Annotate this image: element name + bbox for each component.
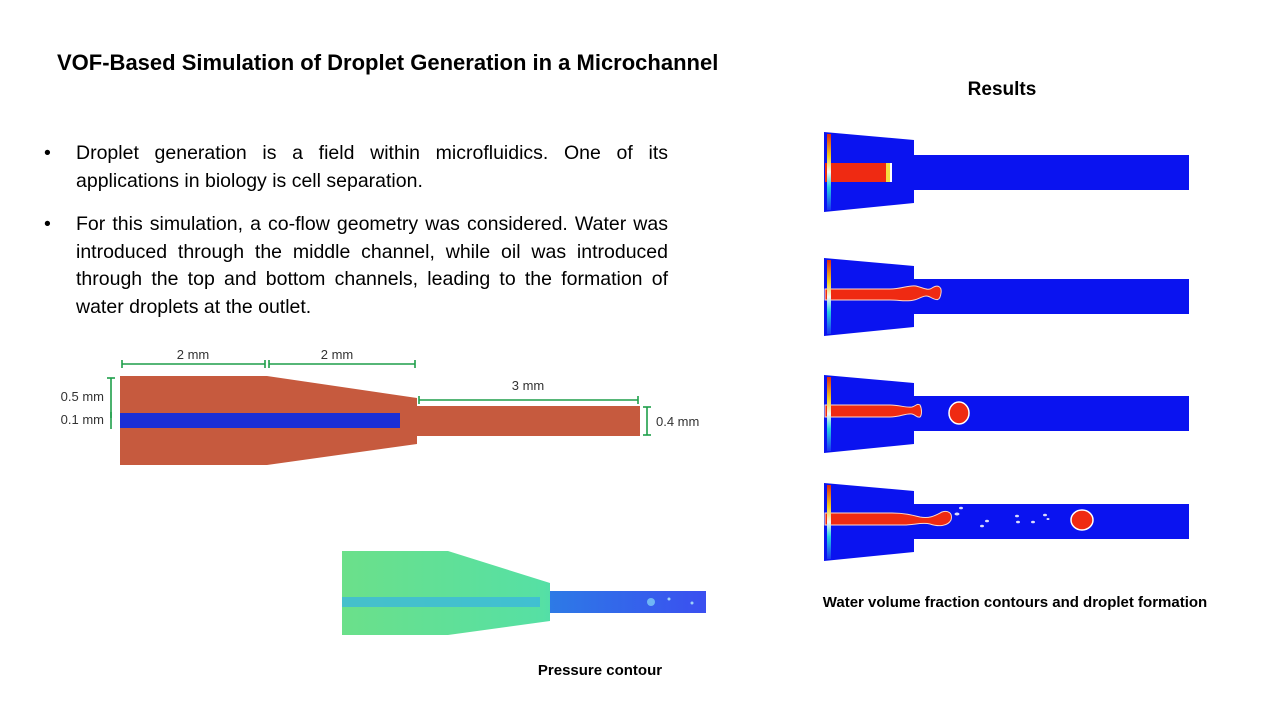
results-frames <box>824 132 1189 561</box>
result-colorbar <box>827 134 831 210</box>
dim-label-half-height: 0.5 mm <box>61 389 104 404</box>
dim-label-inner-channel: 0.1 mm <box>61 412 104 427</box>
pressure-caption: Pressure contour <box>537 662 663 679</box>
pressure-outlet <box>550 591 706 613</box>
bullet-icon: • <box>44 142 51 164</box>
result-frame-3 <box>824 375 1189 453</box>
geometry-schematic: 2 mm 2 mm 3 mm 0.5 mm 0.1 mm 0.4 mm <box>61 347 699 465</box>
dim-label-outlet-height: 0.4 mm <box>656 414 699 429</box>
bullet-text: Droplet generation is a field within mic… <box>76 142 668 192</box>
dim-label-outlet-length: 3 mm <box>512 378 545 393</box>
result-colorbar <box>827 485 831 559</box>
dim-label-inlet-length: 2 mm <box>177 347 210 362</box>
pressure-inner-channel <box>342 597 540 607</box>
pressure-field <box>342 551 706 635</box>
pressure-droplet <box>647 598 655 606</box>
result-colorbar <box>827 377 831 451</box>
result-frame-4 <box>824 483 1189 561</box>
dim-label-taper-length: 2 mm <box>321 347 354 362</box>
pressure-droplet <box>690 601 694 605</box>
pressure-contour-image <box>342 551 706 635</box>
bullet-item: • For this simulation, a co-flow geometr… <box>44 211 668 321</box>
bullet-icon: • <box>44 213 51 235</box>
bullet-list: • Droplet generation is a field within m… <box>44 140 668 337</box>
dimension-lines <box>107 360 651 436</box>
result-frame-1 <box>824 132 1189 212</box>
bullet-item: • Droplet generation is a field within m… <box>44 140 668 195</box>
bullet-text: For this simulation, a co-flow geometry … <box>76 213 668 318</box>
pressure-droplet <box>667 597 671 601</box>
result-frame-2 <box>824 258 1189 336</box>
results-title: Results <box>967 79 1037 100</box>
slide-title: VOF-Based Simulation of Droplet Generati… <box>57 50 719 75</box>
result-colorbar <box>827 260 831 334</box>
water-inner-channel <box>120 413 400 428</box>
results-caption: Water volume fraction contours and dropl… <box>822 594 1208 611</box>
